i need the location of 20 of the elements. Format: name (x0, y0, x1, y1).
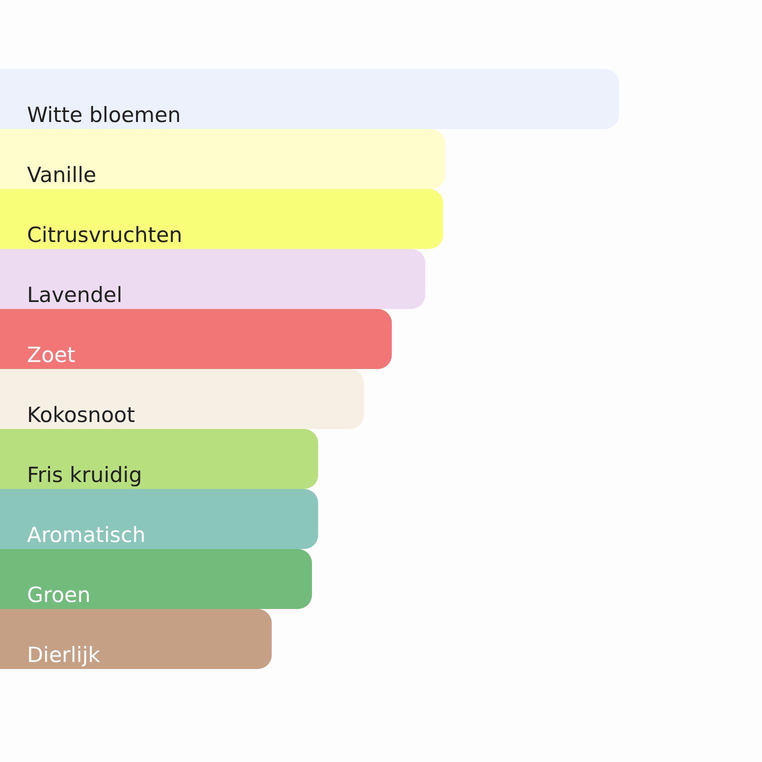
y-tick-label: Fris kruidig (27, 463, 142, 487)
y-tick-label: Zoet (27, 343, 76, 367)
bar (0, 549, 312, 609)
bar (0, 129, 446, 189)
bar (0, 429, 318, 489)
y-tick-label: Groen (27, 583, 91, 607)
y-tick-label: Kokosnoot (27, 403, 136, 427)
bar (0, 69, 619, 129)
bar (0, 609, 272, 669)
bar (0, 369, 364, 429)
bar (0, 309, 392, 369)
bar (0, 249, 426, 309)
bar (0, 189, 444, 249)
y-tick-label: Vanille (27, 163, 96, 187)
bar (0, 489, 318, 549)
y-tick-label: Lavendel (27, 283, 122, 307)
y-tick-label: Dierlijk (27, 643, 102, 667)
y-tick-label: Aromatisch (27, 523, 146, 547)
y-tick-label: Citrusvruchten (27, 223, 182, 247)
y-tick-label: Witte bloemen (27, 103, 181, 127)
